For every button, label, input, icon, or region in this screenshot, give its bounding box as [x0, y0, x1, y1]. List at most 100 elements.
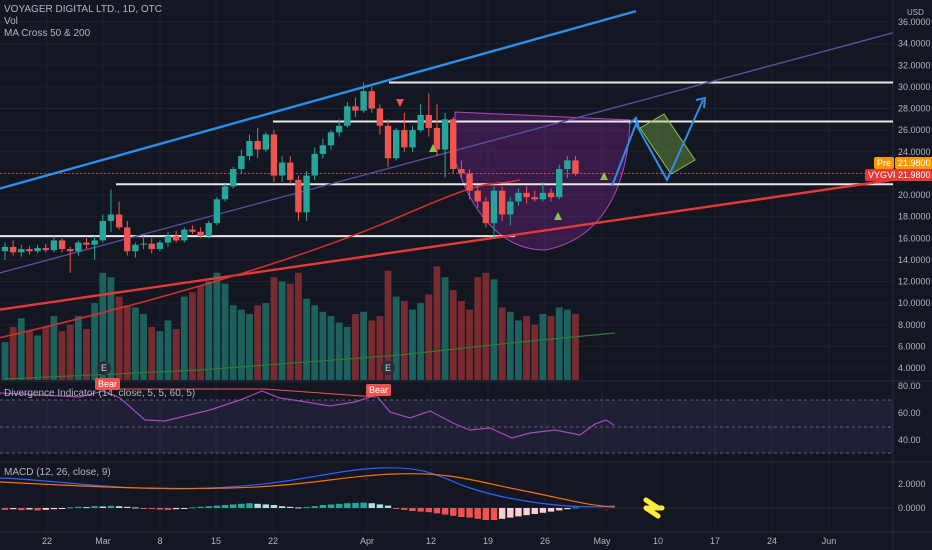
bear-label-2: Bear — [366, 384, 392, 396]
volume-bar — [286, 283, 294, 380]
macd-hist-bar — [393, 508, 400, 509]
volume-bar — [539, 313, 547, 380]
volume-bar — [229, 305, 237, 380]
candle-body — [42, 247, 49, 251]
volume-bar — [515, 320, 522, 380]
earnings-marker-2[interactable]: E — [381, 361, 395, 375]
cup-pattern — [454, 111, 631, 251]
candle-body — [327, 132, 335, 146]
macd-hist-bar — [26, 508, 33, 510]
symbol-value-tag: 21.9800 — [895, 169, 932, 181]
price-axis-label: 16.0000 — [898, 233, 931, 243]
macd-hist-bar — [83, 507, 90, 509]
volume-bar — [50, 316, 58, 380]
candle-body — [91, 240, 98, 245]
volume-bar — [441, 277, 449, 380]
divergence-legend[interactable]: Divergence Indicator (14, close, 5, 5, 6… — [4, 388, 196, 399]
candle-body — [230, 169, 237, 187]
macd-histogram — [1, 502, 579, 520]
volume-bar — [474, 277, 482, 380]
time-axis-label: 19 — [483, 536, 493, 546]
candle-body — [490, 190, 498, 224]
volume-bar — [311, 305, 319, 380]
macd-axis-label: 2.0000 — [898, 479, 926, 489]
price-axis-label: 34.0000 — [898, 39, 931, 49]
macd-hist-bar — [319, 505, 327, 508]
candles — [1, 82, 579, 273]
volume-bar — [221, 283, 229, 380]
candle-body — [1, 246, 9, 252]
candle-body — [107, 214, 115, 221]
earnings-marker-1[interactable]: E — [97, 361, 111, 375]
candle-body — [295, 179, 302, 213]
price-axis-label: 20.0000 — [898, 190, 931, 200]
macd-hist-bar — [181, 508, 188, 509]
candle-body — [75, 242, 82, 252]
macd-hist-bar — [547, 508, 555, 512]
volume-bar — [74, 316, 82, 380]
ma-cross-legend[interactable]: MA Cross 50 & 200 — [4, 28, 91, 39]
earnings-text-1: E — [100, 363, 107, 373]
volume-bar — [107, 277, 115, 380]
volume-bar — [99, 272, 107, 380]
macd-legend[interactable]: MACD (12, 26, close, 9) — [4, 467, 111, 478]
yellow-arrow-icon — [643, 497, 665, 519]
sell-marker — [396, 99, 404, 107]
volume-legend[interactable]: Vol — [4, 16, 18, 27]
grid-lines — [0, 0, 893, 532]
arrow-head — [695, 96, 707, 109]
macd-hist-bar — [246, 503, 253, 508]
volume-bar — [91, 303, 99, 380]
volume-bar — [482, 272, 490, 380]
candle-body — [58, 240, 66, 250]
time-axis-label: 26 — [540, 536, 550, 546]
candle-body — [564, 160, 571, 170]
divergence-line — [0, 390, 615, 439]
macd-hist-bar — [148, 508, 155, 509]
candle-body — [189, 229, 196, 232]
candle-body — [433, 127, 441, 150]
volume-bar — [172, 329, 180, 380]
macd-hist-bar — [278, 506, 286, 508]
chart-title[interactable]: VOYAGER DIGITAL LTD., 1D, OTC — [4, 4, 162, 15]
candle-body — [50, 240, 58, 251]
divergence-axis-label: 80.00 — [898, 381, 921, 391]
volume-bar — [180, 296, 188, 380]
volume-bar — [115, 296, 123, 380]
price-axis-label: 24.0000 — [898, 147, 931, 157]
candle-body — [482, 201, 490, 224]
candle-body — [393, 130, 400, 159]
macd-hist-bar — [376, 504, 384, 508]
bear-text-1: Bear — [98, 379, 118, 389]
candle-body — [556, 169, 563, 198]
macd-hist-bar — [327, 504, 335, 508]
volume-bar — [563, 309, 571, 380]
pre-label: Pre — [877, 158, 892, 168]
macd-hist-bar — [189, 507, 196, 509]
macd-hist-bar — [9, 508, 17, 510]
candle-body — [401, 130, 408, 148]
volume-bar — [303, 298, 310, 380]
volume-bar — [58, 331, 66, 380]
volume-bar — [246, 313, 253, 380]
macd-hist-bar — [50, 508, 58, 510]
price-axis-label: 6.0000 — [898, 341, 926, 351]
candle-body — [197, 231, 204, 237]
buy-marker — [554, 212, 562, 220]
volume-bar — [523, 316, 530, 380]
volume-bar — [433, 266, 441, 380]
candle-body — [246, 140, 253, 157]
candle-body — [148, 243, 155, 250]
pre-value-tag: 21.9800 — [895, 157, 932, 169]
macd-hist-bar — [124, 506, 131, 508]
time-axis-label: 17 — [710, 536, 720, 546]
volume-bar — [237, 309, 245, 380]
candle-body — [9, 246, 17, 253]
volume-bar — [335, 322, 343, 380]
buy-marker — [600, 172, 608, 180]
volume-bar — [17, 318, 25, 380]
candle-body — [132, 244, 139, 252]
candle-body — [409, 130, 416, 148]
price-axis-label: 28.0000 — [898, 104, 931, 114]
